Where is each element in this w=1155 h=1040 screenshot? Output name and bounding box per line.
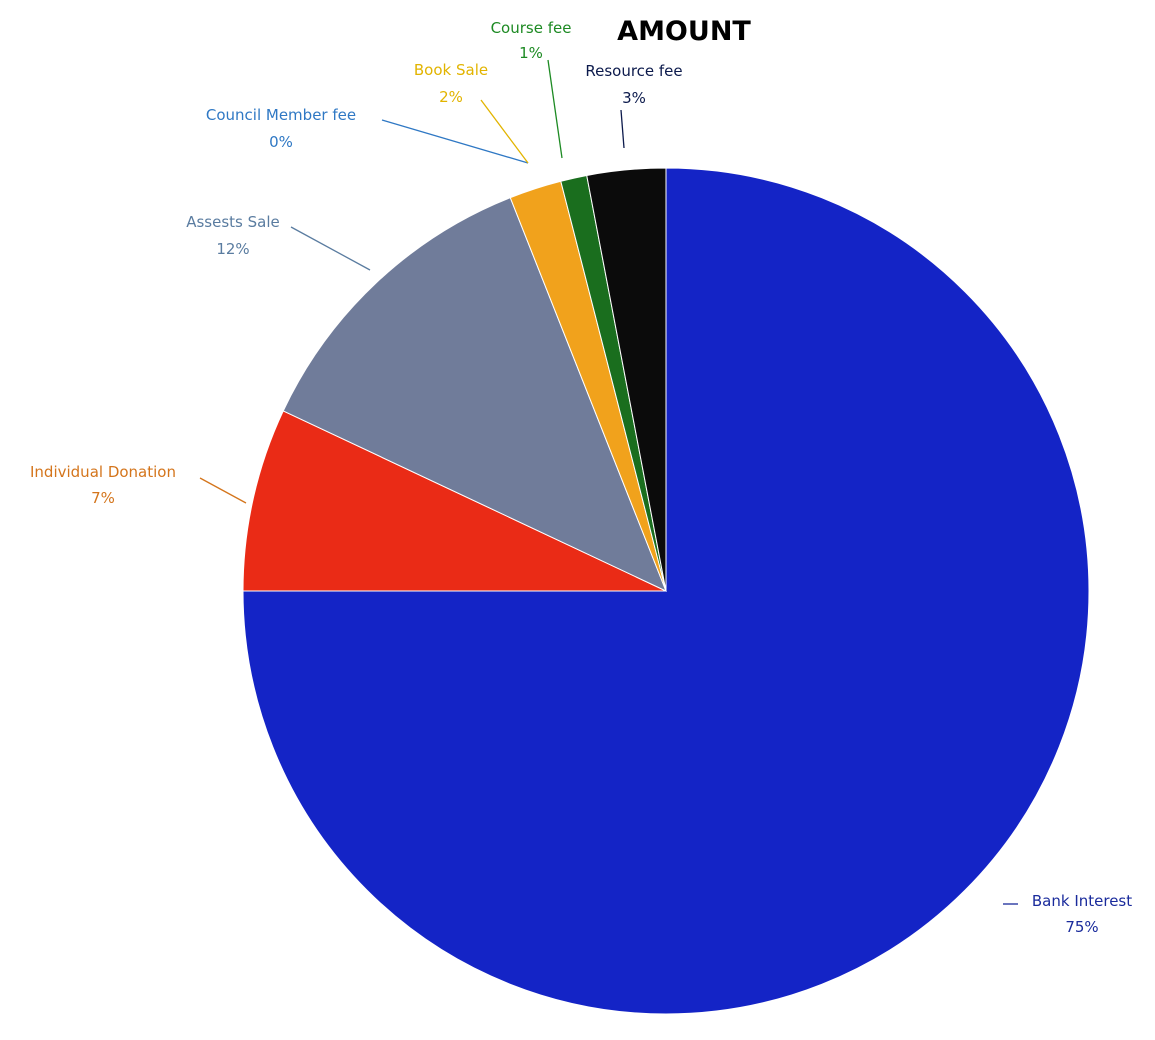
slice-percent-course-fee: 1% <box>519 44 543 62</box>
leader-line-resource-fee <box>620 109 625 149</box>
slice-label-council-member-fee: Council Member fee <box>206 106 356 124</box>
leader-line-book-sale <box>480 99 529 164</box>
slice-percent-council-member-fee: 0% <box>269 133 293 151</box>
slice-percent-bank-interest: 75% <box>1065 918 1098 936</box>
slice-label-bank-interest: Bank Interest <box>1032 892 1132 910</box>
leader-line-course-fee <box>547 59 563 159</box>
leader-line-council-member-fee <box>381 119 529 164</box>
slice-percent-book-sale: 2% <box>439 88 463 106</box>
slice-percent-assests-sale: 12% <box>216 240 249 258</box>
pie-slice-individual-donation <box>242 410 667 592</box>
pie-slices <box>242 167 1090 1015</box>
leader-line-individual-donation <box>199 477 247 504</box>
slice-labels: Bank Interest 75% Individual Donation 7% Ass… <box>30 19 1132 936</box>
pie-slice-resource-fee <box>586 167 667 592</box>
slice-label-course-fee: Course fee <box>491 19 572 37</box>
leader-line-assests-sale <box>290 226 371 271</box>
pie-slice-assests-sale <box>282 197 667 592</box>
slice-percent-resource-fee: 3% <box>622 89 646 107</box>
leader-lines <box>199 59 1018 905</box>
slice-label-individual-donation: Individual Donation <box>30 463 176 481</box>
chart-title: AMOUNT <box>617 16 751 47</box>
slice-percent-individual-donation: 7% <box>91 489 115 507</box>
slice-label-book-sale: Book Sale <box>414 61 488 79</box>
slice-label-assests-sale: Assests Sale <box>186 213 280 231</box>
slice-label-resource-fee: Resource fee <box>585 62 682 80</box>
